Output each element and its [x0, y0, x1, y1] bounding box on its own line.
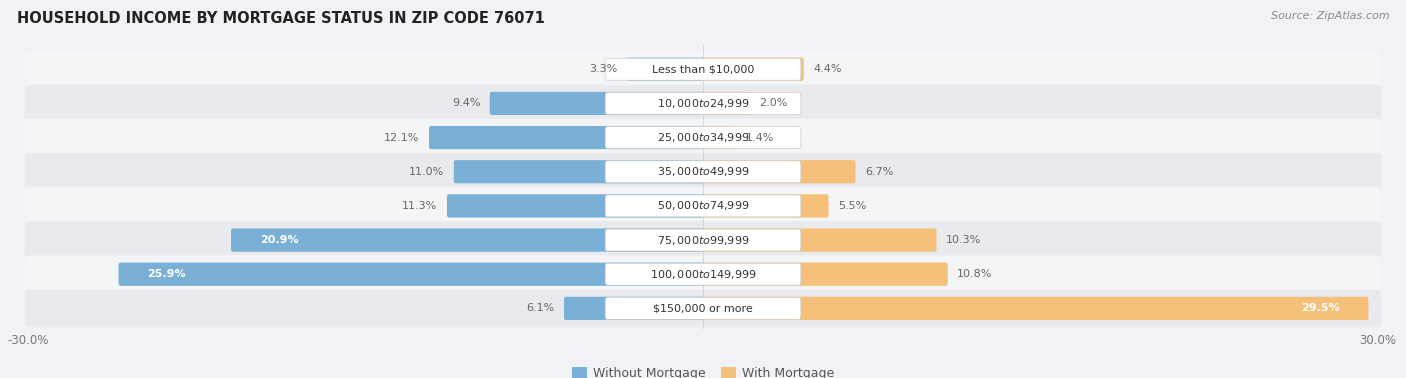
FancyBboxPatch shape	[627, 58, 704, 81]
Text: 10.8%: 10.8%	[957, 269, 993, 279]
Text: 6.1%: 6.1%	[526, 304, 554, 313]
Text: Source: ZipAtlas.com: Source: ZipAtlas.com	[1271, 11, 1389, 21]
Text: $35,000 to $49,999: $35,000 to $49,999	[657, 165, 749, 178]
FancyBboxPatch shape	[25, 256, 1381, 293]
Text: 11.0%: 11.0%	[409, 167, 444, 177]
FancyBboxPatch shape	[702, 263, 948, 286]
FancyBboxPatch shape	[702, 58, 804, 81]
FancyBboxPatch shape	[702, 228, 936, 252]
FancyBboxPatch shape	[605, 195, 801, 217]
FancyBboxPatch shape	[454, 160, 704, 183]
Text: $150,000 or more: $150,000 or more	[654, 304, 752, 313]
Text: 11.3%: 11.3%	[402, 201, 437, 211]
FancyBboxPatch shape	[702, 194, 828, 217]
FancyBboxPatch shape	[25, 85, 1381, 122]
Text: HOUSEHOLD INCOME BY MORTGAGE STATUS IN ZIP CODE 76071: HOUSEHOLD INCOME BY MORTGAGE STATUS IN Z…	[17, 11, 544, 26]
FancyBboxPatch shape	[702, 297, 1368, 320]
FancyBboxPatch shape	[605, 263, 801, 285]
Text: 29.5%: 29.5%	[1301, 304, 1340, 313]
Text: 12.1%: 12.1%	[384, 133, 419, 143]
Text: $25,000 to $34,999: $25,000 to $34,999	[657, 131, 749, 144]
Text: $50,000 to $74,999: $50,000 to $74,999	[657, 200, 749, 212]
Text: $100,000 to $149,999: $100,000 to $149,999	[650, 268, 756, 281]
Text: $10,000 to $24,999: $10,000 to $24,999	[657, 97, 749, 110]
FancyBboxPatch shape	[702, 126, 737, 149]
Text: 1.4%: 1.4%	[745, 133, 775, 143]
FancyBboxPatch shape	[702, 160, 855, 183]
FancyBboxPatch shape	[25, 221, 1381, 259]
FancyBboxPatch shape	[25, 153, 1381, 191]
Legend: Without Mortgage, With Mortgage: Without Mortgage, With Mortgage	[567, 362, 839, 378]
Text: 9.4%: 9.4%	[451, 98, 481, 108]
FancyBboxPatch shape	[118, 263, 704, 286]
Text: Less than $10,000: Less than $10,000	[652, 64, 754, 74]
FancyBboxPatch shape	[489, 92, 704, 115]
FancyBboxPatch shape	[605, 127, 801, 149]
FancyBboxPatch shape	[702, 92, 749, 115]
FancyBboxPatch shape	[25, 51, 1381, 88]
FancyBboxPatch shape	[605, 58, 801, 80]
FancyBboxPatch shape	[605, 229, 801, 251]
FancyBboxPatch shape	[25, 119, 1381, 156]
Text: 2.0%: 2.0%	[759, 98, 787, 108]
Text: 3.3%: 3.3%	[589, 64, 617, 74]
Text: 10.3%: 10.3%	[946, 235, 981, 245]
FancyBboxPatch shape	[429, 126, 704, 149]
FancyBboxPatch shape	[605, 161, 801, 183]
Text: $75,000 to $99,999: $75,000 to $99,999	[657, 234, 749, 246]
FancyBboxPatch shape	[231, 228, 704, 252]
Text: 20.9%: 20.9%	[260, 235, 298, 245]
Text: 25.9%: 25.9%	[148, 269, 186, 279]
FancyBboxPatch shape	[25, 290, 1381, 327]
Text: 6.7%: 6.7%	[865, 167, 893, 177]
FancyBboxPatch shape	[564, 297, 704, 320]
Text: 4.4%: 4.4%	[813, 64, 842, 74]
FancyBboxPatch shape	[605, 93, 801, 115]
Text: 5.5%: 5.5%	[838, 201, 866, 211]
FancyBboxPatch shape	[25, 187, 1381, 225]
FancyBboxPatch shape	[447, 194, 704, 217]
FancyBboxPatch shape	[605, 297, 801, 319]
